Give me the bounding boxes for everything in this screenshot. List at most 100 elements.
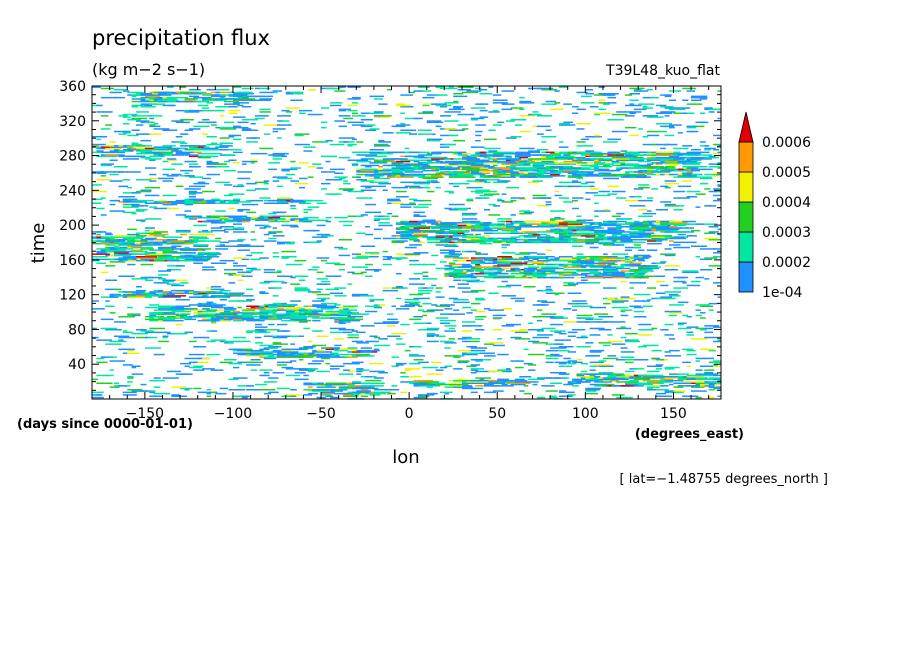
heatmap-cell: [484, 160, 500, 163]
heatmap-cell: [136, 286, 142, 288]
heatmap-cell: [510, 231, 519, 233]
heatmap-cell: [131, 205, 144, 207]
heatmap-cell: [325, 383, 333, 386]
heatmap-cell: [448, 286, 455, 288]
heatmap-cell: [131, 390, 148, 392]
heatmap-cell: [532, 272, 540, 275]
heatmap-cell: [704, 357, 715, 360]
heatmap-cell: [510, 232, 524, 234]
heatmap-cell: [528, 252, 538, 254]
heatmap-cell: [290, 343, 295, 345]
heatmap-cell: [576, 314, 593, 317]
heatmap-cell: [607, 376, 623, 378]
heatmap-cell: [228, 292, 245, 294]
heatmap-cell: [281, 330, 288, 332]
heatmap-cell: [329, 383, 353, 386]
heatmap-cell: [131, 250, 147, 253]
heatmap-cell: [594, 210, 611, 212]
heatmap-cell: [338, 248, 348, 250]
heatmap-cell: [299, 347, 314, 349]
heatmap-cell: [453, 253, 462, 255]
heatmap-cell: [233, 265, 247, 267]
colorbar-swatch: [738, 261, 754, 293]
heatmap-cell: [365, 186, 372, 189]
heatmap-cell: [497, 167, 517, 169]
heatmap-cell: [219, 126, 236, 129]
heatmap-cell: [149, 159, 156, 161]
heatmap-cell: [448, 383, 469, 386]
heatmap-cell: [351, 138, 357, 141]
colorbar-swatch: [738, 141, 754, 173]
heatmap-cell: [536, 87, 554, 90]
heatmap-cell: [175, 214, 187, 216]
heatmap-cell: [563, 121, 573, 124]
heatmap-cell: [457, 173, 477, 176]
heatmap-cell: [576, 257, 586, 259]
heatmap-cell: [497, 223, 505, 225]
heatmap-cell: [519, 102, 535, 104]
heatmap-cell: [277, 323, 288, 326]
heatmap-cell: [704, 107, 713, 109]
heatmap-cell: [519, 212, 532, 215]
heatmap-cell: [250, 349, 264, 352]
heatmap-cell: [484, 343, 495, 345]
heatmap-cell: [558, 229, 564, 232]
heatmap-cell: [277, 308, 284, 310]
heatmap-cell: [620, 233, 642, 236]
heatmap-cell: [109, 173, 119, 176]
heatmap-cell: [206, 340, 216, 343]
heatmap-cell: [105, 233, 113, 236]
heatmap-cell: [206, 392, 211, 395]
heatmap-cell: [558, 365, 572, 367]
heatmap-cell: [202, 190, 215, 193]
heatmap-cell: [149, 206, 158, 208]
heatmap-cell: [655, 395, 672, 397]
heatmap-cell: [554, 162, 573, 164]
heatmap-cell: [391, 202, 404, 204]
colorbar-swatch: [738, 201, 754, 233]
heatmap-cell: [501, 155, 507, 158]
heatmap-cell: [144, 150, 153, 152]
heatmap-cell: [563, 233, 588, 236]
heatmap-cell: [206, 219, 222, 221]
heatmap-cell: [475, 159, 490, 161]
heatmap-cell: [492, 155, 509, 158]
heatmap-cell: [426, 162, 432, 164]
heatmap-cell: [373, 228, 383, 231]
heatmap-cell: [158, 257, 175, 259]
heatmap-cell: [312, 314, 321, 317]
heatmap-cell: [514, 227, 522, 229]
heatmap-cell: [669, 90, 682, 92]
heatmap-cell: [554, 185, 570, 188]
heatmap-cell: [620, 296, 630, 298]
heatmap-cell: [237, 306, 242, 309]
heatmap-cell: [277, 177, 293, 180]
heatmap-cell: [545, 220, 570, 223]
heatmap-cell: [453, 171, 470, 173]
heatmap-cell: [400, 129, 416, 131]
heatmap-cell: [682, 145, 693, 147]
heatmap-cell: [347, 312, 353, 314]
heatmap-cell: [250, 258, 261, 261]
heatmap-cell: [695, 309, 701, 311]
heatmap-cell: [470, 190, 487, 193]
heatmap-cell: [682, 163, 700, 165]
heatmap-cell: [669, 349, 680, 352]
heatmap-cell: [528, 340, 540, 343]
heatmap-cell: [184, 254, 193, 257]
heatmap-cell: [149, 316, 161, 318]
heatmap-cell: [620, 259, 629, 262]
heatmap-cell: [193, 258, 211, 261]
heatmap-cell: [585, 342, 594, 344]
heatmap-cell: [210, 286, 222, 288]
heatmap-cell: [422, 236, 427, 238]
heatmap-cell: [580, 259, 598, 262]
heatmap-cell: [343, 141, 349, 143]
heatmap-cell: [510, 214, 516, 216]
heatmap-cell: [92, 86, 101, 88]
heatmap-cell: [585, 373, 596, 375]
heatmap-cell: [607, 236, 630, 238]
heatmap-cell: [603, 155, 615, 158]
heatmap-cell: [673, 147, 689, 150]
heatmap-cell: [250, 199, 263, 202]
